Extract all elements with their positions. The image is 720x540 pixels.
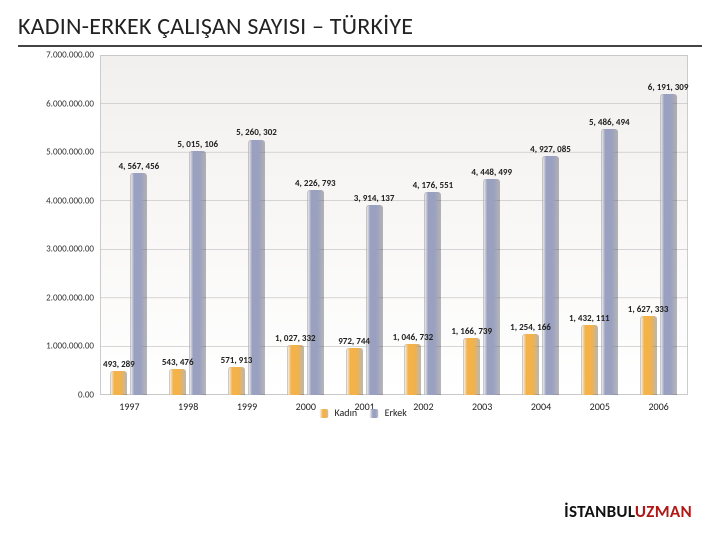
value-label-erkek: 4, 176, 551: [413, 180, 454, 191]
bar-kadin: [522, 334, 539, 395]
bar-erkek: [542, 156, 559, 395]
bar-kadin: [640, 316, 657, 395]
bar-kadin: [228, 367, 245, 395]
value-label-kadin: 1, 627, 333: [628, 304, 669, 315]
x-tick-label: 2002: [413, 400, 433, 413]
bar-kadin: [581, 325, 598, 395]
bar-kadin: [169, 369, 186, 395]
y-tick-label: 0.00: [28, 390, 94, 401]
y-tick-label: 7.000.000.00: [28, 50, 94, 61]
value-label-erkek: 4, 567, 456: [119, 161, 160, 172]
y-tick-label: 4.000.000.00: [28, 195, 94, 206]
x-tick-label: 1997: [119, 400, 139, 413]
x-tick-label: 2003: [472, 400, 492, 413]
legend-swatch-erkek: [369, 409, 378, 418]
bar-kadin: [287, 345, 304, 395]
value-label-erkek: 4, 448, 499: [471, 167, 512, 178]
x-tick-label: 2005: [590, 400, 610, 413]
chart: 0.00 1.000.000.00 2.000.000.00 3.000.000.00…: [28, 55, 688, 435]
value-label-kadin: 1, 046, 732: [393, 332, 434, 343]
y-tick-label: 2.000.000.00: [28, 292, 94, 303]
bar-erkek: [660, 94, 677, 395]
x-tick-label: 1999: [237, 400, 257, 413]
y-tick-label: 3.000.000.00: [28, 244, 94, 255]
slide-root: KADIN-ERKEK ÇALIŞAN SAYISI – TÜRKİYE 0.0…: [0, 0, 720, 540]
footer-brand: İSTANBULUZMAN: [564, 501, 692, 522]
page-title: KADIN-ERKEK ÇALIŞAN SAYISI – TÜRKİYE: [18, 12, 702, 41]
bar-erkek: [307, 190, 324, 395]
bar-kadin: [110, 371, 127, 395]
footer-part1: İSTANBUL: [564, 501, 635, 522]
value-label-kadin: 571, 913: [221, 355, 253, 366]
bar-erkek: [366, 205, 383, 395]
bars-layer: [100, 55, 688, 395]
value-label-kadin: 543, 476: [162, 357, 194, 368]
value-label-erkek: 6, 191, 309: [648, 82, 689, 93]
bar-kadin: [404, 344, 421, 395]
x-tick-label: 2004: [531, 400, 551, 413]
value-label-erkek: 5, 260, 302: [236, 127, 277, 138]
footer-part2: UZMAN: [635, 501, 692, 522]
legend-swatch-kadin: [319, 409, 328, 418]
value-label-kadin: 1, 027, 332: [275, 333, 316, 344]
y-tick-label: 6.000.000.00: [28, 98, 94, 109]
x-tick-label: 1998: [178, 400, 198, 413]
value-label-erkek: 5, 015, 106: [177, 139, 218, 150]
legend-label-erkek: Erkek: [385, 406, 407, 419]
bar-erkek: [483, 179, 500, 395]
x-tick-label: 2006: [648, 400, 668, 413]
value-label-kadin: 493, 289: [103, 359, 135, 370]
bar-kadin: [346, 348, 363, 395]
y-tick-label: 5.000.000.00: [28, 147, 94, 158]
value-label-kadin: 1, 166, 739: [451, 326, 492, 337]
value-label-kadin: 972, 744: [338, 336, 370, 347]
value-label-kadin: 1, 254, 166: [510, 322, 551, 333]
legend: Kadın Erkek: [309, 406, 407, 419]
bar-erkek: [424, 192, 441, 395]
title-underline: KADIN-ERKEK ÇALIŞAN SAYISI – TÜRKİYE: [18, 12, 702, 47]
bar-erkek: [601, 129, 618, 395]
value-label-erkek: 3, 914, 137: [354, 193, 395, 204]
y-tick-label: 1.000.000.00: [28, 341, 94, 352]
value-label-erkek: 4, 927, 085: [530, 144, 571, 155]
legend-label-kadin: Kadın: [334, 406, 357, 419]
value-label-erkek: 4, 226, 793: [295, 178, 336, 189]
value-label-erkek: 5, 486, 494: [589, 117, 630, 128]
bar-kadin: [463, 338, 480, 395]
value-label-kadin: 1, 432, 111: [569, 313, 610, 324]
